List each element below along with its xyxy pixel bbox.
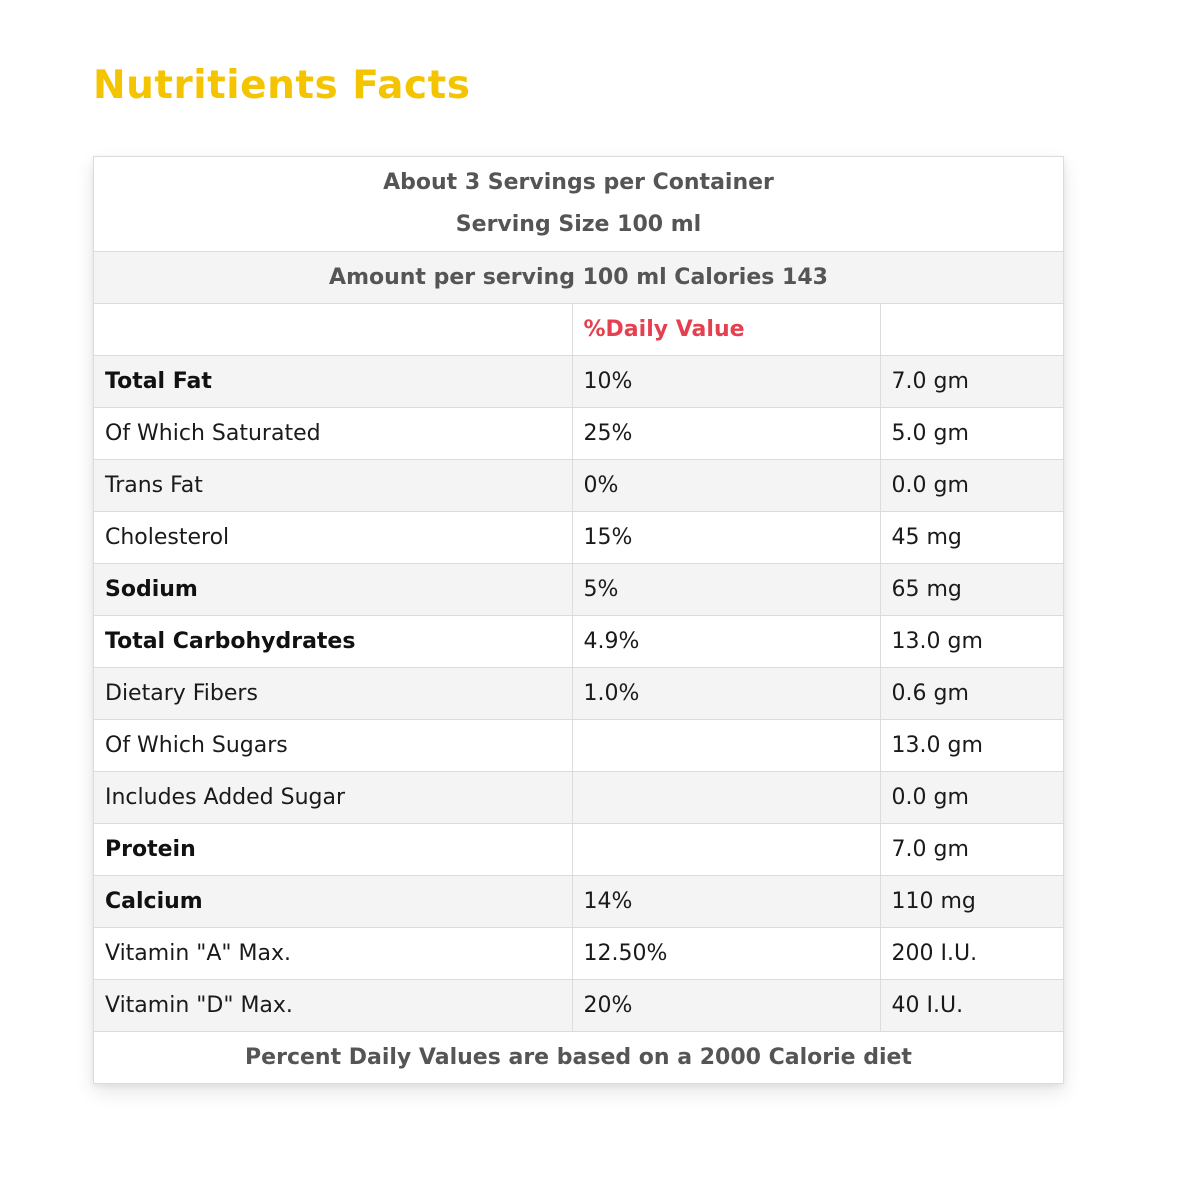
table-row: Calcium 14% 110 mg xyxy=(94,875,1063,928)
table-row: Protein 7.0 gm xyxy=(94,823,1063,876)
table-row: Dietary Fibers 1.0% 0.6 gm xyxy=(94,667,1063,720)
nutrient-daily-value xyxy=(571,771,881,824)
nutrient-amount: 7.0 gm xyxy=(879,823,1063,876)
nutrient-amount: 40 I.U. xyxy=(879,979,1063,1032)
serving-size: Serving Size 100 ml xyxy=(455,212,702,237)
nutrient-amount: 65 mg xyxy=(879,563,1063,616)
nutrient-daily-value xyxy=(571,823,881,876)
nutrient-name: Total Carbohydrates xyxy=(94,615,573,668)
daily-values-footnote: Percent Daily Values are based on a 2000… xyxy=(94,1031,1063,1083)
nutrient-daily-value: 15% xyxy=(571,511,881,564)
nutrient-daily-value xyxy=(571,719,881,772)
nutrient-amount: 13.0 gm xyxy=(879,615,1063,668)
nutrient-amount: 7.0 gm xyxy=(879,355,1063,408)
table-row: Total Carbohydrates 4.9% 13.0 gm xyxy=(94,615,1063,668)
nutrient-amount: 0.0 gm xyxy=(879,771,1063,824)
nutrient-name: Protein xyxy=(94,823,573,876)
nutrient-name: Calcium xyxy=(94,875,573,928)
servings-row: About 3 Servings per Container Serving S… xyxy=(94,157,1063,252)
servings-per-container: About 3 Servings per Container xyxy=(383,170,774,195)
table-row: Vitamin "A" Max. 12.50% 200 I.U. xyxy=(94,927,1063,980)
nutrient-name: Vitamin "A" Max. xyxy=(94,927,573,980)
nutrient-name: Of Which Sugars xyxy=(94,719,573,772)
header-empty-cell xyxy=(94,303,573,356)
nutrient-daily-value: 10% xyxy=(571,355,881,408)
nutrient-amount: 0.6 gm xyxy=(879,667,1063,720)
nutrient-name: Cholesterol xyxy=(94,511,573,564)
daily-value-header-row: %Daily Value xyxy=(94,303,1063,356)
nutrient-amount: 13.0 gm xyxy=(879,719,1063,772)
nutrition-facts-card: About 3 Servings per Container Serving S… xyxy=(93,156,1064,1084)
nutrient-name: Of Which Saturated xyxy=(94,407,573,460)
nutrient-daily-value: 5% xyxy=(571,563,881,616)
table-row: Includes Added Sugar 0.0 gm xyxy=(94,771,1063,824)
amount-per-serving-row: Amount per serving 100 ml Calories 143 xyxy=(94,251,1063,304)
daily-value-header: %Daily Value xyxy=(571,303,881,356)
nutrient-amount: 5.0 gm xyxy=(879,407,1063,460)
nutrient-name: Dietary Fibers xyxy=(94,667,573,720)
nutrient-daily-value: 0% xyxy=(571,459,881,512)
nutrient-daily-value: 25% xyxy=(571,407,881,460)
table-row: Of Which Sugars 13.0 gm xyxy=(94,719,1063,772)
nutrient-daily-value: 4.9% xyxy=(571,615,881,668)
footer-row: Percent Daily Values are based on a 2000… xyxy=(94,1031,1063,1083)
nutrient-daily-value: 20% xyxy=(571,979,881,1032)
nutrient-name: Total Fat xyxy=(94,355,573,408)
table-row: Trans Fat 0% 0.0 gm xyxy=(94,459,1063,512)
servings-cell: About 3 Servings per Container Serving S… xyxy=(94,157,1063,252)
header-empty-cell xyxy=(879,303,1063,356)
nutrient-name: Trans Fat xyxy=(94,459,573,512)
amount-per-serving: Amount per serving 100 ml Calories 143 xyxy=(94,251,1063,304)
table-row: Sodium 5% 65 mg xyxy=(94,563,1063,616)
nutrient-amount: 200 I.U. xyxy=(879,927,1063,980)
page-title: Nutritients Facts xyxy=(93,63,471,108)
nutrition-facts-table: About 3 Servings per Container Serving S… xyxy=(94,157,1063,1083)
nutrient-daily-value: 14% xyxy=(571,875,881,928)
nutrient-amount: 110 mg xyxy=(879,875,1063,928)
nutrient-name: Includes Added Sugar xyxy=(94,771,573,824)
table-row: Of Which Saturated 25% 5.0 gm xyxy=(94,407,1063,460)
nutrient-amount: 45 mg xyxy=(879,511,1063,564)
nutrient-amount: 0.0 gm xyxy=(879,459,1063,512)
nutrient-daily-value: 12.50% xyxy=(571,927,881,980)
nutrient-name: Sodium xyxy=(94,563,573,616)
table-row: Total Fat 10% 7.0 gm xyxy=(94,355,1063,408)
nutrient-name: Vitamin "D" Max. xyxy=(94,979,573,1032)
nutrient-daily-value: 1.0% xyxy=(571,667,881,720)
table-row: Cholesterol 15% 45 mg xyxy=(94,511,1063,564)
nutrition-facts-body: About 3 Servings per Container Serving S… xyxy=(94,157,1063,1083)
table-row: Vitamin "D" Max. 20% 40 I.U. xyxy=(94,979,1063,1032)
